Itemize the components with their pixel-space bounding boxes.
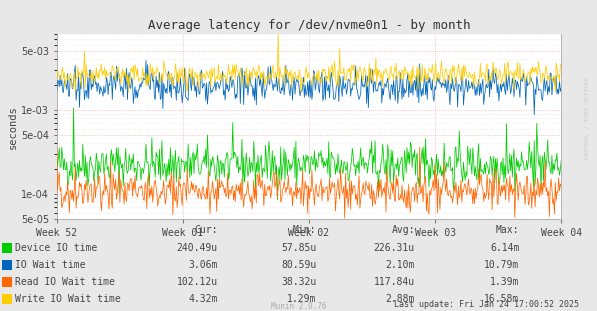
Text: 4.32m: 4.32m [189,295,218,304]
Text: Cur:: Cur: [195,225,218,235]
Text: Max:: Max: [496,225,519,235]
Text: 16.58m: 16.58m [484,295,519,304]
Text: Min:: Min: [293,225,316,235]
Text: Write IO Wait time: Write IO Wait time [15,295,121,304]
Text: 102.12u: 102.12u [177,277,218,287]
Text: 2.10m: 2.10m [386,260,415,270]
Text: Read IO Wait time: Read IO Wait time [15,277,115,287]
Text: 57.85u: 57.85u [281,243,316,253]
Text: 2.88m: 2.88m [386,295,415,304]
Text: Device IO time: Device IO time [15,243,97,253]
Text: 10.79m: 10.79m [484,260,519,270]
Text: IO Wait time: IO Wait time [15,260,85,270]
Text: RRDTOOL / TOBI OETIKER: RRDTOOL / TOBI OETIKER [585,77,590,160]
Text: Avg:: Avg: [392,225,415,235]
Text: Last update: Fri Jan 24 17:00:52 2025: Last update: Fri Jan 24 17:00:52 2025 [394,300,579,309]
Text: 226.31u: 226.31u [374,243,415,253]
Title: Average latency for /dev/nvme0n1 - by month: Average latency for /dev/nvme0n1 - by mo… [147,19,470,32]
Text: 1.29m: 1.29m [287,295,316,304]
Text: Munin 2.0.76: Munin 2.0.76 [271,302,326,311]
Text: 1.39m: 1.39m [490,277,519,287]
Y-axis label: seconds: seconds [8,105,18,149]
Text: 117.84u: 117.84u [374,277,415,287]
Text: 38.32u: 38.32u [281,277,316,287]
Text: 3.06m: 3.06m [189,260,218,270]
Text: 80.59u: 80.59u [281,260,316,270]
Text: 6.14m: 6.14m [490,243,519,253]
Text: 240.49u: 240.49u [177,243,218,253]
